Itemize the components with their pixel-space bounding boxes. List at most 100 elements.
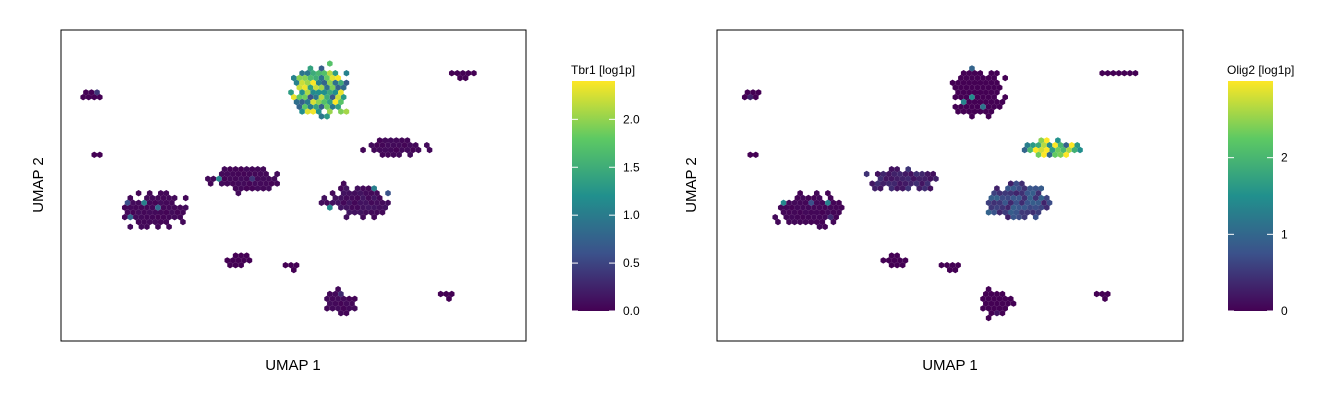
- tbr1-hexbin-cell: [324, 113, 330, 120]
- olig2-hexbin-cell: [994, 185, 1000, 192]
- tbr1-hexbin-cell: [335, 94, 341, 101]
- tbr1-hexbin-cell: [299, 70, 305, 77]
- tbr1-hexbin-cell: [324, 305, 330, 312]
- tbr1-hexbin-cell: [171, 204, 178, 211]
- tbr1-hexbin-cell: [371, 185, 377, 192]
- olig2-hexbin-cell: [924, 170, 931, 178]
- tbr1-hexbin-cell: [230, 180, 236, 187]
- tbr1-panel: UMAP 1 UMAP 2 Tbr1 [log1p] 0.0 0.5 1.0 1.5 2…: [30, 29, 640, 374]
- tbr1-hexbin-cell: [299, 108, 305, 115]
- tbr1-hexbin-cell: [371, 204, 377, 211]
- olig2-hexbin-cell: [1041, 142, 1047, 149]
- tbr1-hexbin-cell: [340, 305, 347, 312]
- tbr1-hexbin-cell: [357, 199, 364, 206]
- tbr1-hexbin-cell: [324, 94, 330, 101]
- olig2-hexbin-cell: [1021, 146, 1028, 154]
- olig2-hexbin-cell: [1007, 180, 1014, 187]
- olig2-hexbin-cell: [983, 89, 989, 96]
- tbr1-hexbin-cell: [291, 94, 297, 101]
- tbr1-hexbin-cell: [121, 204, 128, 211]
- olig2-hexbin-cell: [1019, 190, 1025, 197]
- olig2-hexbin-cell: [797, 199, 803, 206]
- olig2-hexbin-cell: [808, 199, 814, 206]
- olig2-x-axis-label: UMAP 1: [922, 357, 978, 374]
- tbr1-hexbin-cell: [329, 103, 336, 110]
- tbr1-hexbin-cell: [121, 214, 128, 221]
- tbr1-hexbin-cell: [218, 170, 225, 178]
- tbr1-hexbin-cell: [351, 295, 358, 302]
- olig2-hexbin-cell: [1093, 290, 1100, 298]
- tbr1-hexbin-cell: [335, 74, 341, 82]
- olig2-hexbin-cell: [1024, 142, 1031, 149]
- olig2-plot-frame: [716, 29, 1184, 342]
- olig2-hexbin-cell: [1060, 146, 1067, 154]
- olig2-hexbin-cell: [1007, 199, 1014, 206]
- olig2-hexbin-cell: [825, 190, 831, 197]
- tbr1-hexbin-cell: [371, 146, 377, 154]
- olig2-hexbin-cell: [991, 190, 997, 197]
- tbr1-hexbin-cell: [232, 185, 239, 192]
- olig2-hexbin-cell: [996, 199, 1003, 206]
- olig2-hexbin-cell: [960, 79, 967, 86]
- olig2-hexbin-cell: [899, 262, 906, 269]
- tbr1-hexbin-cell: [315, 70, 322, 77]
- olig2-hexbin-cell: [797, 209, 803, 216]
- tbr1-hexbin-cell: [235, 190, 242, 197]
- tbr1-hexbin-cell: [332, 290, 339, 298]
- olig2-hexbin-cell: [974, 74, 981, 82]
- tbr1-hexbin-cell: [410, 146, 416, 154]
- tbr1-hexbin-cell: [288, 262, 294, 269]
- olig2-hexbin-cell: [747, 94, 754, 101]
- olig2-hexbin-cell: [1032, 194, 1039, 202]
- tbr1-hexbin-cell: [210, 175, 217, 182]
- tbr1-hexbin-cell: [232, 166, 239, 173]
- olig2-hexbin-cell: [1038, 204, 1045, 211]
- tbr1-hexbin-cell: [340, 84, 347, 91]
- olig2-hexbin-cell: [994, 98, 1000, 106]
- tbr1-hexbin-cell: [390, 151, 397, 158]
- olig2-hexbin-cell: [894, 185, 900, 192]
- tbr1-hexbin-cell: [146, 209, 153, 216]
- olig2-hexbin-cell: [816, 214, 823, 221]
- tbr1-hexbin-cell: [271, 175, 278, 182]
- tbr1-hexbin-cell: [424, 142, 430, 149]
- olig2-hexbin-cell: [1021, 204, 1028, 211]
- tbr1-hexbin-cell: [144, 214, 150, 221]
- olig2-hexbin-cell: [1035, 151, 1042, 158]
- tbr1-colorbar-tick-label: 0.0: [623, 304, 640, 318]
- olig2-hexbin-cell: [955, 89, 961, 96]
- tbr1-hexbin-cell: [180, 209, 186, 216]
- tbr1-hexbin-cell: [232, 262, 239, 269]
- olig2-hexbin-cell: [877, 175, 884, 182]
- tbr1-hexbin-cell: [127, 214, 134, 221]
- tbr1-hexbin-cell: [315, 79, 322, 86]
- tbr1-hexbin-cell: [299, 79, 305, 86]
- tbr1-hexbin-cell: [235, 180, 242, 187]
- olig2-hexbin-cell: [1104, 290, 1111, 298]
- olig2-hexbin-cell: [1027, 204, 1033, 211]
- tbr1-hexbin-cell: [385, 190, 391, 197]
- olig2-hexbin-cell: [1035, 199, 1042, 206]
- tbr1-hexbin-cell: [360, 146, 366, 154]
- olig2-hexbin-cell: [1005, 204, 1011, 211]
- tbr1-hexbin-cell: [138, 223, 145, 230]
- tbr1-hexbin-cell: [155, 223, 161, 230]
- olig2-hexbin-cell: [991, 94, 997, 101]
- olig2-hexbin-cell: [996, 295, 1003, 302]
- tbr1-hexbin-cell: [124, 199, 131, 206]
- tbr1-hexbin-cell: [135, 199, 142, 206]
- tbr1-hexbin-cell: [144, 223, 150, 230]
- tbr1-hexbin-cell: [327, 79, 333, 86]
- olig2-hexbin-cell: [813, 209, 820, 216]
- tbr1-hexbin-cell: [307, 74, 314, 82]
- olig2-hexbin-cell: [994, 79, 1000, 86]
- olig2-hexbin-cell: [1002, 74, 1008, 82]
- olig2-hexbin-cell: [966, 79, 972, 86]
- tbr1-hexbin-cell: [318, 84, 325, 91]
- olig2-hexbin-cell: [988, 310, 995, 317]
- olig2-hexbin-cell: [988, 204, 995, 211]
- tbr1-hexbin-cell: [263, 180, 269, 187]
- olig2-hexbin-cell: [958, 74, 964, 82]
- olig2-hexbin-cell: [996, 84, 1003, 91]
- tbr1-hexbin-layer: [80, 60, 477, 317]
